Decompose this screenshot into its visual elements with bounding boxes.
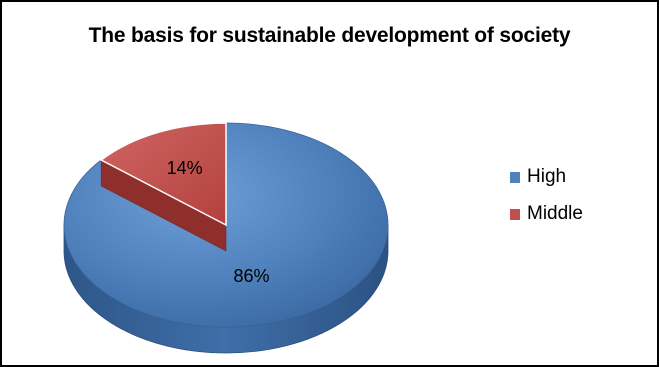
pie-slice-middle: [99, 122, 227, 227]
legend-label-middle: Middle: [527, 203, 583, 224]
legend: High Middle: [510, 162, 583, 236]
legend-item-middle: Middle: [510, 199, 583, 229]
legend-swatch-middle: [510, 208, 520, 220]
chart-title: The basis for sustainable development of…: [88, 24, 571, 47]
legend-item-high: High: [510, 162, 583, 192]
legend-label-high: High: [527, 166, 567, 187]
legend-swatch-high: [510, 171, 520, 183]
data-label-high: 86%: [234, 266, 270, 286]
data-label-middle: 14%: [167, 158, 203, 178]
